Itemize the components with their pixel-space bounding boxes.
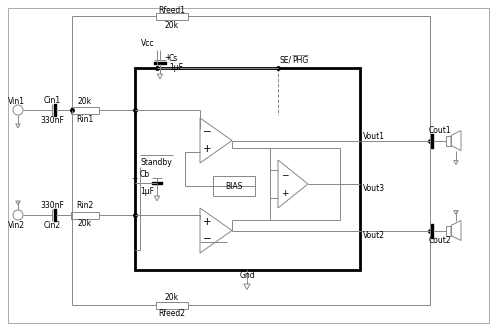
Text: Cout2: Cout2 — [429, 236, 451, 245]
Text: BIAS: BIAS — [225, 181, 243, 191]
Bar — [213, 176, 255, 196]
Text: −: − — [203, 234, 211, 244]
Bar — [71, 107, 99, 114]
Text: −: − — [203, 127, 211, 137]
Text: Rin1: Rin1 — [77, 115, 93, 123]
Text: Vin1: Vin1 — [7, 97, 24, 106]
Text: Gnd: Gnd — [239, 270, 255, 279]
Text: +: + — [164, 53, 170, 62]
Text: Cin1: Cin1 — [43, 96, 61, 105]
Text: +: + — [203, 217, 211, 227]
Text: Rin2: Rin2 — [77, 202, 93, 211]
Text: Vout2: Vout2 — [363, 231, 385, 240]
Text: 330nF: 330nF — [40, 201, 64, 210]
Text: Rfeed1: Rfeed1 — [159, 6, 185, 15]
Text: Cin2: Cin2 — [43, 220, 61, 229]
Text: 20k: 20k — [165, 21, 179, 29]
Text: 330nF: 330nF — [40, 116, 64, 124]
Bar — [270, 148, 340, 220]
Text: Cs: Cs — [169, 54, 178, 63]
Bar — [446, 135, 451, 146]
Text: Cout1: Cout1 — [429, 126, 451, 135]
Text: Vout3: Vout3 — [363, 183, 385, 193]
Bar — [156, 302, 188, 308]
Bar — [156, 13, 188, 20]
Text: 20k: 20k — [78, 97, 92, 106]
Text: 1μF: 1μF — [169, 63, 183, 71]
Text: SE/: SE/ — [280, 56, 292, 65]
Text: +: + — [203, 144, 211, 154]
Text: Vout1: Vout1 — [363, 132, 385, 141]
Text: +: + — [132, 173, 138, 182]
Text: Vcc: Vcc — [141, 38, 154, 48]
Text: +: + — [281, 189, 289, 198]
Text: PHG: PHG — [292, 56, 308, 65]
Text: 20k: 20k — [165, 293, 179, 302]
Bar — [71, 212, 99, 218]
Text: 1μF: 1μF — [140, 187, 154, 197]
Text: Vin2: Vin2 — [7, 221, 24, 230]
Text: 20k: 20k — [78, 219, 92, 228]
Bar — [446, 225, 451, 235]
Text: Cb: Cb — [140, 169, 150, 178]
Text: Rfeed2: Rfeed2 — [159, 308, 185, 317]
Bar — [135, 68, 360, 270]
Text: −: − — [281, 170, 289, 179]
Text: Standby: Standby — [140, 158, 172, 166]
